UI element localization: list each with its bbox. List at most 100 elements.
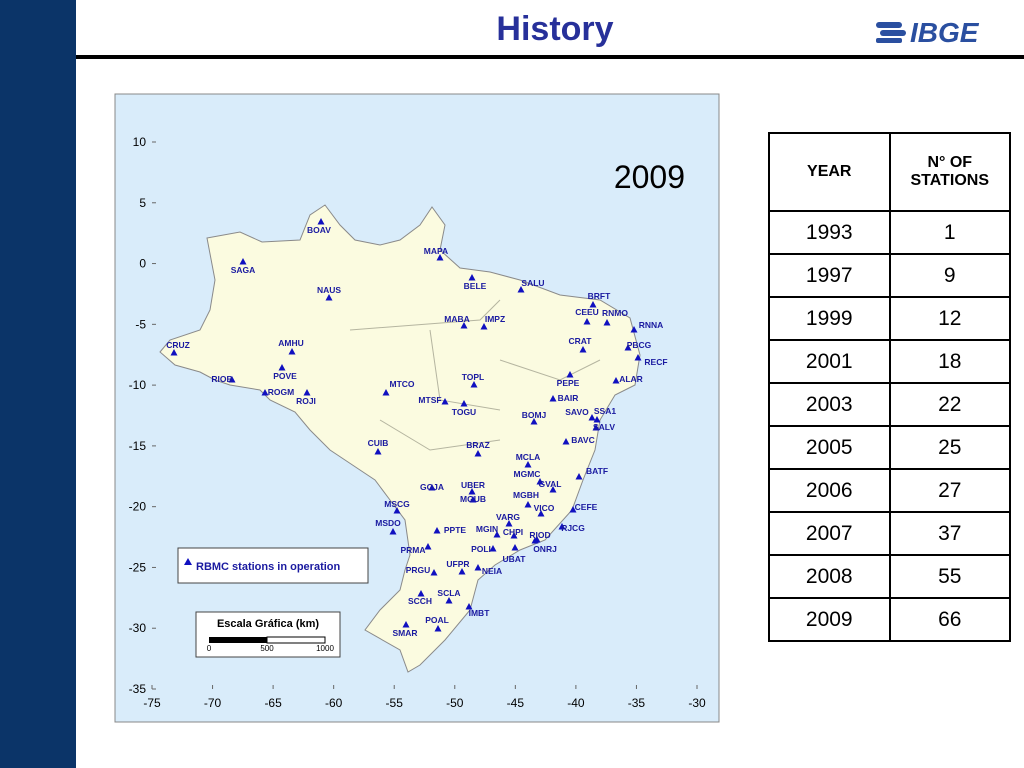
y-tick-label: 5 <box>139 196 146 210</box>
station-label: BELE <box>464 281 487 291</box>
station-marker <box>470 381 478 388</box>
station-marker <box>630 326 638 333</box>
station-marker <box>389 528 397 535</box>
scale-label: 1000 <box>316 644 334 653</box>
station-marker <box>170 349 178 356</box>
station-label: IMBT <box>469 608 491 618</box>
year: 2006 <box>768 468 891 513</box>
table-row: 1999 12 <box>768 296 1011 341</box>
station-label: BAVC <box>571 435 594 445</box>
station-label: PEPE <box>557 378 580 388</box>
station-label: SCCH <box>408 596 432 606</box>
station-label: BOAV <box>307 225 331 235</box>
column-header: N° OF STATIONS <box>888 132 1011 212</box>
x-tick-label: -65 <box>264 696 282 710</box>
table-row: 2009 66 <box>768 597 1011 642</box>
station-label: TOPL <box>462 372 485 382</box>
station-label: RNNA <box>639 320 664 330</box>
station-marker <box>393 507 401 514</box>
table-row: 2001 18 <box>768 339 1011 384</box>
station-label: MGBH <box>513 490 539 500</box>
x-tick-label: -45 <box>507 696 525 710</box>
station-label: MGUB <box>460 494 486 504</box>
station-label: MAPA <box>424 246 448 256</box>
year: 2003 <box>768 382 891 427</box>
station-label: CEEU <box>575 307 599 317</box>
station-marker <box>549 486 557 493</box>
station-marker <box>239 258 247 265</box>
station-label: CEFE <box>575 502 598 512</box>
station-marker <box>382 389 390 396</box>
station-marker <box>493 531 501 538</box>
station-label: BOMJ <box>522 410 547 420</box>
station-marker <box>566 371 574 378</box>
station-marker <box>524 501 532 508</box>
scale-bar <box>266 636 326 644</box>
station-label: ALAR <box>619 374 643 384</box>
station-marker <box>531 537 539 544</box>
station-marker <box>433 527 441 534</box>
station-label: MTSF <box>418 395 441 405</box>
station-label: SAGA <box>231 265 256 275</box>
table-row: 1997 9 <box>768 253 1011 298</box>
station-marker <box>511 544 519 551</box>
station-label: MTCO <box>389 379 414 389</box>
station-count: 27 <box>888 468 1011 513</box>
logo: IBGE <box>876 17 980 48</box>
station-marker <box>441 398 449 405</box>
station-marker <box>510 532 518 539</box>
station-label: GOJA <box>420 482 444 492</box>
station-label: SAVO <box>565 407 589 417</box>
station-label: NAUS <box>317 285 341 295</box>
stations-table: YEAR N° OF STATIONS 1993 1 1997 9 1999 12 2001 1… <box>768 132 1011 642</box>
x-tick-label: -70 <box>204 696 222 710</box>
station-marker <box>445 597 453 604</box>
y-tick-label: 0 <box>139 257 146 271</box>
station-label: RNMO <box>602 308 628 318</box>
station-marker <box>524 461 532 468</box>
station-label: MABA <box>444 314 470 324</box>
station-marker <box>288 348 296 355</box>
station-label: MGMC <box>514 469 541 479</box>
station-marker <box>603 319 611 326</box>
station-marker <box>624 344 632 351</box>
station-label: CUIB <box>368 438 389 448</box>
station-marker <box>317 218 325 225</box>
station-marker <box>549 395 557 402</box>
station-marker <box>579 346 587 353</box>
station-marker <box>588 414 596 421</box>
station-marker <box>517 286 525 293</box>
station-marker <box>468 274 476 281</box>
x-tick-label: -60 <box>325 696 343 710</box>
station-count: 1 <box>888 210 1011 255</box>
station-marker <box>436 254 444 261</box>
year: 2007 <box>768 511 891 556</box>
station-marker <box>536 478 544 485</box>
station-marker <box>468 488 476 495</box>
station-marker <box>530 418 538 425</box>
station-label: SSA1 <box>594 406 616 416</box>
station-label: PBCG <box>627 340 652 350</box>
table-row: 2008 55 <box>768 554 1011 599</box>
station-label: UFPR <box>446 559 469 569</box>
station-count: 12 <box>888 296 1011 341</box>
title-rule <box>76 55 1024 59</box>
station-label: ROGM <box>268 387 294 397</box>
station-marker <box>460 400 468 407</box>
x-tick-label: -50 <box>446 696 464 710</box>
x-tick-label: -75 <box>143 696 161 710</box>
station-label: MCLA <box>516 452 541 462</box>
y-tick-label: 10 <box>133 135 147 149</box>
station-label: MSCG <box>384 499 410 509</box>
table-row: 2006 27 <box>768 468 1011 513</box>
scale-label: 0 <box>207 644 212 653</box>
station-marker <box>480 323 488 330</box>
year: 2001 <box>768 339 891 384</box>
map-year: 2009 <box>614 159 685 195</box>
scale-box <box>195 611 341 658</box>
scale-bar <box>209 637 267 643</box>
y-tick-label: -35 <box>129 682 147 696</box>
table-row: 2005 25 <box>768 425 1011 470</box>
year: 2008 <box>768 554 891 599</box>
station-label: SCLA <box>437 588 460 598</box>
